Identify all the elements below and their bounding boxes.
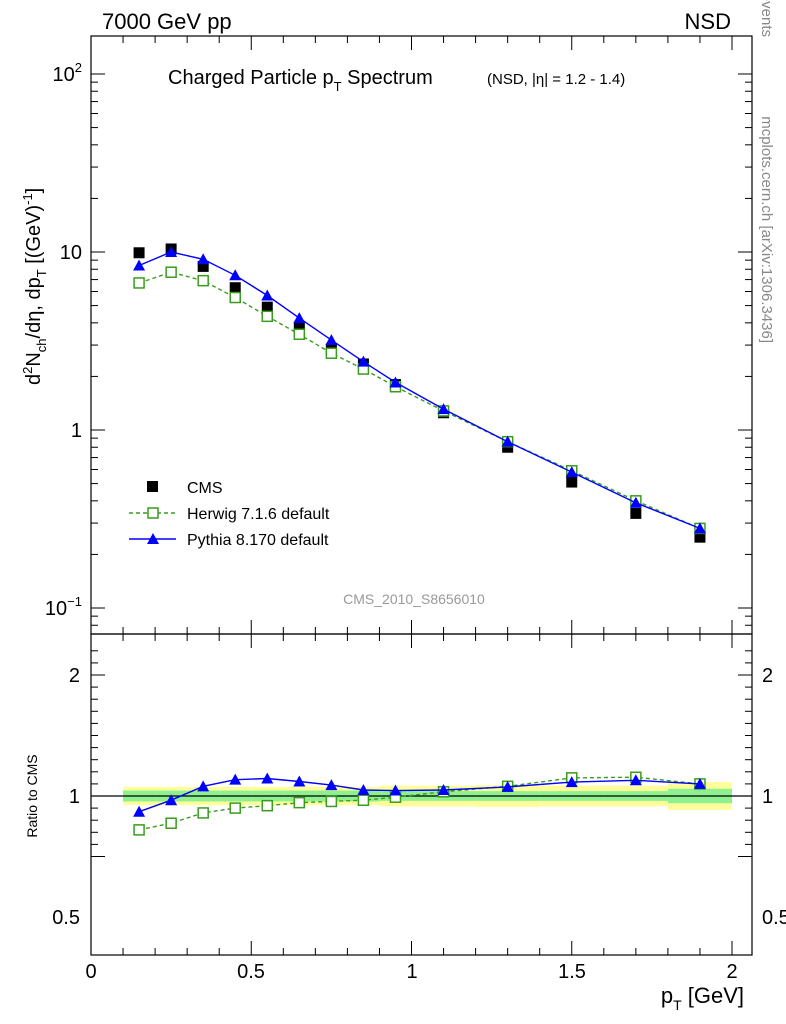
rivet-label: Rivet 3.1.10, ≥ 400k events [758,0,775,37]
main-title-text: Charged Particle p [168,67,334,89]
cms-point [630,507,642,519]
ratio-herwig-point [197,807,209,819]
legend: CMS Herwig 7.1.6 default Pythia 8.170 de… [129,480,330,549]
cms-point [133,247,145,259]
ratio-herwig-point [261,799,274,812]
pythia-point [357,355,370,367]
pythia-point [165,246,178,257]
cms-point [229,282,241,294]
ratio-herwig-point [133,824,145,836]
ratio-pythia-point [133,805,146,817]
header-left: 7000 GeV pp [102,9,232,34]
ratio-ytick-label-left-1: 1 [69,786,80,808]
main-ylabel: d2Nch/dη, dpT [(GeV)-1] [20,188,49,385]
pythia-line [138,251,701,530]
legend-pythia-label: Pythia 8.170 default [187,532,329,549]
main-ytick-label-2: 10 [60,242,82,264]
ratio-pythia-point [389,784,402,796]
ratio-panel: Ratio to CMS 0.5 1 2 0.5 1 2 0 0.5 1 1.5… [24,633,786,1013]
ratio-ytick-label-right-2: 2 [762,665,773,687]
pythia-point [261,289,274,301]
ratio-pythia-point [357,783,370,795]
x-axis-label-tail: [GeV] [682,983,744,1008]
main-title: Charged Particle pT Spectrum [168,67,433,94]
ratio-herwig-point [165,817,177,829]
cms-point [197,260,209,272]
pythia-point [693,522,706,534]
cms-point [293,322,305,334]
x-axis-label-sub: T [673,997,682,1013]
xtick-label-05: 0.5 [237,961,265,983]
pythia-point [293,312,306,324]
ratio-pythia-point [693,777,706,789]
ratio-ytick-label-left-2: 2 [69,665,80,687]
ratio-pythia-point [325,779,338,791]
ratio-herwig-point [325,795,338,808]
ratio-pythia-point [629,774,642,786]
pythia-point [629,496,642,508]
ratio-pythia-point [197,780,210,792]
main-series-group [133,243,706,543]
legend-pythia-marker [147,533,159,544]
main-title-extra: (NSD, |η| = 1.2 - 1.4) [487,71,625,88]
xtick-label-2: 2 [726,961,737,983]
cms-point [694,531,706,543]
x-axis-label: pT [GeV] [661,983,744,1013]
herwig-point [229,291,241,304]
ratio-pythia-point [261,772,274,784]
main-title-tail: Spectrum [342,67,433,89]
xtick-label-0: 0 [85,961,96,983]
ratio-herwig-point [357,794,370,806]
ratio-pythia-point [229,773,242,785]
mcplots-label: mcplots.cern.ch [arXiv:1306.3436] [758,116,775,343]
header-right: NSD [685,9,731,34]
xtick-label-15: 1.5 [558,961,586,983]
ratio-frame [90,633,753,956]
pythia-point [197,253,210,265]
pythia-point [437,403,450,415]
herwig-point [325,347,338,359]
ratio-pythia-point [437,783,450,795]
ratio-series-group [133,771,706,836]
ratio-herwig-point [293,796,306,809]
ratio-pythia-line [138,777,700,813]
ratio-ylabel: Ratio to CMS [24,754,40,837]
herwig-point [261,310,274,323]
ratio-pythia-point [165,794,178,806]
main-ytick-label-1: 1 [71,420,82,442]
cms-point [566,476,578,488]
pythia-point [389,376,402,388]
pythia-point [565,466,578,478]
ratio-ytick-label-right-1: 1 [762,786,773,808]
legend-herwig-label: Herwig 7.1.6 default [187,506,330,523]
legend-cms-marker [147,481,158,492]
watermark: CMS_2010_S8656010 [343,591,485,607]
herwig-point [197,274,209,287]
pythia-point [229,269,242,281]
ratio-pythia-point [501,780,514,792]
ratio-pythia-point [565,776,578,788]
pythia-point [501,435,514,447]
herwig-point [293,328,306,341]
herwig-point [165,266,177,278]
legend-cms-label: CMS [187,480,223,497]
herwig-point [133,277,145,289]
cms-point [261,301,273,313]
pythia-point [133,259,146,271]
pythia-point [325,334,338,346]
ratio-ytick-label-right-05: 0.5 [762,907,786,929]
ratio-pythia-point [293,775,306,787]
ratio-herwig-point [229,802,241,814]
xtick-label-1: 1 [406,961,417,983]
x-axis-label-main: p [661,983,673,1008]
main-title-sub: T [334,79,342,94]
ratio-ytick-label-left-05: 0.5 [52,907,80,929]
legend-herwig-marker [147,507,159,519]
